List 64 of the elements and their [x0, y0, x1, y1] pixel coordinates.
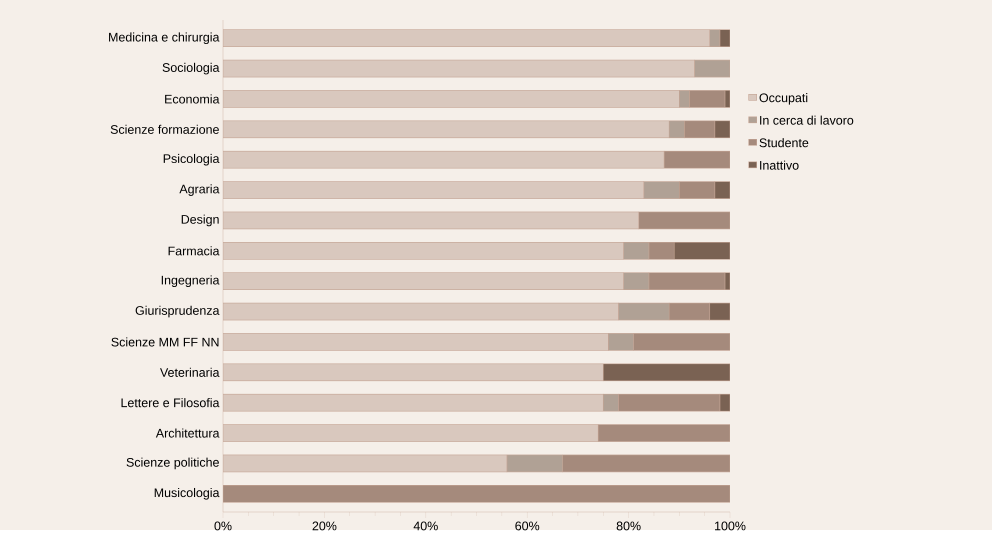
- bar: [223, 151, 664, 169]
- y-tick-label: Medicina e chirurgia: [109, 32, 220, 44]
- y-tick-label: Scienze MM FF NN: [111, 338, 218, 347]
- bar: [223, 212, 640, 230]
- y-tick-label: Giurisprudenza: [136, 306, 220, 318]
- bar: [714, 120, 730, 138]
- bar: [608, 333, 634, 351]
- bar: [223, 454, 508, 472]
- bar: [602, 394, 619, 412]
- y-tick-label: Scienze politiche: [126, 458, 219, 470]
- bar: [623, 272, 650, 290]
- legend-label: Occupati: [760, 93, 808, 105]
- bar: [689, 90, 726, 108]
- bar: [602, 364, 730, 382]
- y-tick-label: Veterinaria: [160, 368, 220, 378]
- bar: [223, 242, 624, 260]
- x-tick-label: 20%: [312, 522, 336, 531]
- bar: [223, 30, 710, 48]
- legend-label: In cerca di lavoro: [760, 116, 854, 125]
- bar: [720, 30, 730, 48]
- bar: [223, 394, 604, 412]
- legend-label: Studente: [760, 138, 808, 148]
- bar: [720, 394, 730, 412]
- y-tick-label: Sociologia: [162, 62, 220, 75]
- y-tick-label: Ingegneria: [162, 276, 220, 288]
- bar: [709, 30, 720, 48]
- bar: [684, 120, 716, 138]
- x-tick-label: 80%: [616, 522, 641, 531]
- y-tick-label: Scienze formazione: [110, 124, 219, 134]
- x-tick-label: 100%: [715, 522, 746, 531]
- bar: [223, 90, 680, 108]
- y-tick-label: Agraria: [179, 184, 220, 196]
- bar: [506, 454, 563, 472]
- y-tick-label: Psicologia: [164, 154, 220, 166]
- bar: [674, 242, 730, 260]
- x-tick-label: 60%: [515, 522, 540, 531]
- bar: [679, 181, 716, 200]
- bar: [623, 242, 650, 260]
- bar: [618, 302, 670, 321]
- bar: [668, 302, 710, 321]
- x-tick-label: 40%: [414, 522, 438, 531]
- bar: [223, 302, 619, 321]
- y-tick-label: Architettura: [156, 428, 220, 438]
- bar: [223, 181, 644, 200]
- x-tick-label: 0%: [214, 522, 232, 531]
- legend-label: Inattivo: [760, 160, 799, 170]
- y-tick-label: Economia: [165, 94, 220, 104]
- y-tick-label: Farmacia: [168, 246, 220, 256]
- y-tick-label: Lettere e Filosofia: [122, 398, 220, 408]
- bar: [644, 181, 680, 200]
- bar: [648, 242, 675, 260]
- bar: [668, 120, 685, 138]
- bar: [223, 424, 598, 442]
- bar: [223, 364, 604, 382]
- bar: [223, 60, 695, 78]
- bar: [694, 60, 730, 78]
- y-tick-label: Design: [182, 214, 219, 226]
- bar: [648, 272, 726, 290]
- bar: [223, 333, 609, 351]
- bar: [714, 181, 730, 200]
- bar: [709, 302, 730, 321]
- bar: [223, 120, 670, 138]
- y-tick-label: Musicologia: [154, 488, 220, 500]
- bar: [223, 272, 624, 290]
